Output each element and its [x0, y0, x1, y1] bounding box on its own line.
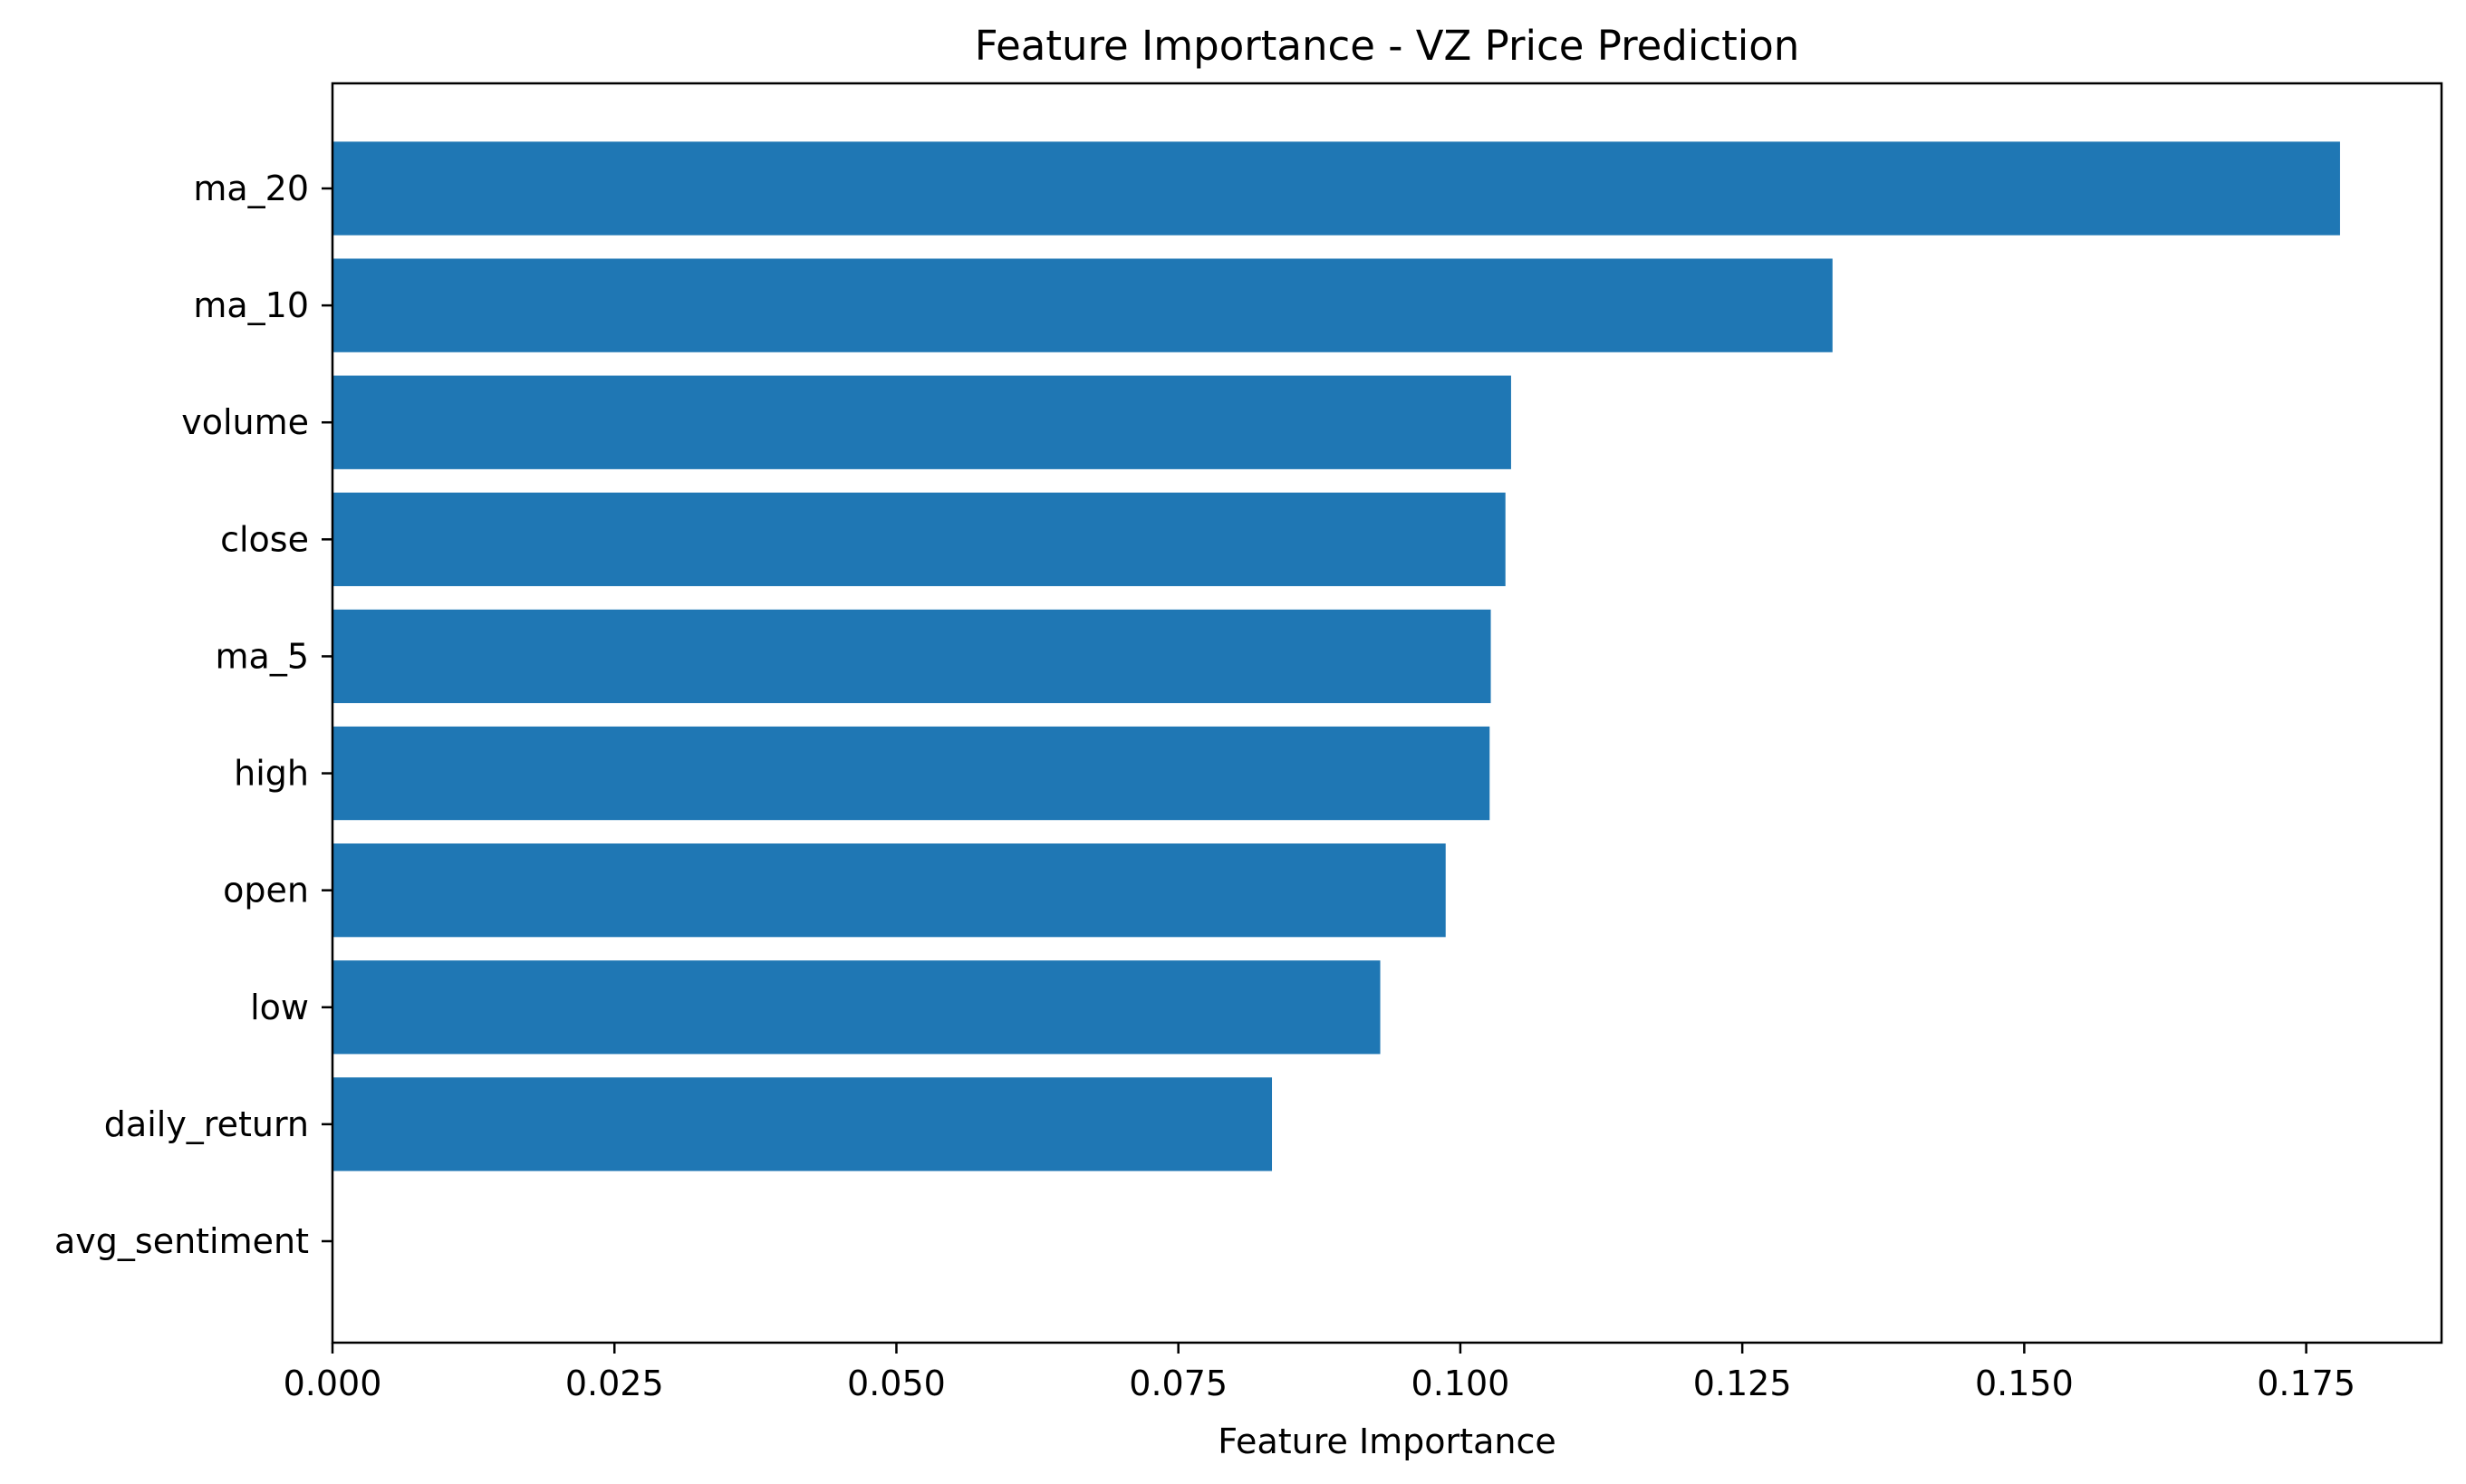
- plot-frame: [331, 82, 2443, 1344]
- x-tick-label: 0.150: [1975, 1364, 2074, 1403]
- y-tick-label: high: [234, 754, 309, 794]
- bar-daily-return: [332, 1077, 1273, 1171]
- x-tick-label: 0.125: [1693, 1364, 1792, 1403]
- y-tick-label: volume: [181, 402, 309, 442]
- x-tick-label: 0.000: [284, 1364, 382, 1403]
- bar-ma-10: [332, 258, 1833, 352]
- y-tick-label: open: [223, 871, 309, 911]
- y-tick-label: low: [250, 988, 309, 1027]
- y-tick-label: close: [220, 519, 309, 559]
- x-tick-label: 0.100: [1411, 1364, 1510, 1403]
- x-axis-ticks: 0.000 0.025 0.050 0.075 0.100 0.125 0.150 0.175: [284, 1343, 2355, 1403]
- bar-high: [332, 726, 1490, 821]
- x-axis-label: Feature Importance: [1218, 1421, 1556, 1461]
- bar-close: [332, 492, 1506, 586]
- bar-ma-5: [332, 609, 1491, 704]
- bar-ma-20: [332, 141, 2340, 236]
- x-tick-label: 0.025: [565, 1364, 664, 1403]
- y-tick-label: daily_return: [104, 1104, 309, 1144]
- x-tick-label: 0.175: [2257, 1364, 2355, 1403]
- y-tick-label: ma_20: [193, 169, 309, 208]
- y-tick-label: ma_5: [216, 636, 309, 676]
- x-tick-label: 0.075: [1129, 1364, 1228, 1403]
- y-tick-label: avg_sentiment: [54, 1221, 309, 1261]
- bar-low: [332, 960, 1381, 1055]
- x-tick-label: 0.050: [847, 1364, 946, 1403]
- bar-volume: [332, 375, 1511, 469]
- chart-title: Feature Importance - VZ Price Prediction: [975, 22, 1800, 70]
- bars-group: [332, 141, 2340, 1171]
- y-tick-label: ma_10: [193, 285, 309, 325]
- bar-open: [332, 843, 1446, 938]
